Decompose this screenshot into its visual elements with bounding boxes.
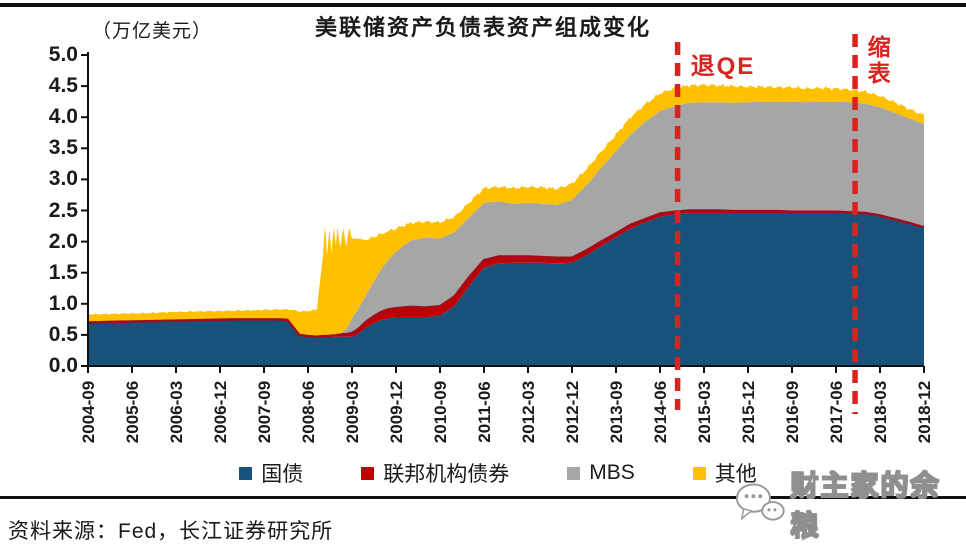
x-axis-label: 2005-06: [123, 380, 142, 444]
legend-item-mbs: MBS: [567, 461, 635, 485]
x-axis-label: 2009-12: [387, 380, 406, 444]
x-axis-label: 2006-12: [211, 380, 230, 444]
y-axis-label: 0.5: [48, 322, 78, 346]
x-axis-label: 2008-06: [299, 380, 318, 444]
chat-bubbles-icon: [735, 483, 785, 521]
legend-swatch-other: [692, 466, 706, 480]
x-axis-label: 2007-09: [255, 380, 274, 444]
y-axis-unit-label: （万亿美元）: [92, 21, 213, 42]
annotation-shrink-balance-sheet: 缩表: [867, 34, 891, 87]
legend-label-other: 其他: [714, 463, 757, 486]
x-axis-label: 2016-09: [783, 380, 802, 444]
y-axis-label: 1.0: [48, 291, 78, 315]
x-axis-label: 2013-09: [607, 380, 626, 444]
series-mbs-area: [88, 101, 924, 337]
y-axis-label: 2.0: [48, 229, 78, 253]
legend-item-agency: 联邦机构债券: [361, 458, 509, 488]
legend-label-agency: 联邦机构债券: [383, 463, 510, 486]
source-note: 资料来源：Fed，长江证券研究所: [8, 520, 334, 543]
legend: 国债 联邦机构债券 MBS 其他: [0, 458, 966, 488]
watermark-text: 财主家的余粮: [790, 469, 941, 541]
stacked-area-chart: [81, 34, 925, 414]
legend-swatch-mbs: [567, 466, 581, 480]
y-axis-label: 4.5: [48, 74, 78, 98]
x-axis-label: 2006-03: [167, 380, 186, 444]
y-axis-label: 5.0: [48, 43, 78, 66]
x-axis-label: 2018-12: [915, 380, 934, 444]
x-axis-label: 2010-09: [431, 380, 450, 444]
y-axis-label: 2.5: [48, 198, 78, 222]
legend-swatch-agency: [361, 466, 375, 480]
annotation-exit-qe: 退QE: [690, 53, 756, 80]
x-axis-label: 2015-12: [739, 380, 758, 444]
y-axis-label: 0.0: [48, 354, 78, 377]
x-axis-label: 2009-03: [343, 380, 362, 444]
y-axis-label: 1.5: [48, 260, 78, 284]
top-divider: [0, 3, 966, 7]
series-agency-edge-line: [87, 209, 925, 339]
x-axis-label: 2018-03: [871, 380, 890, 444]
x-axis-label: 2017-06: [827, 380, 846, 444]
legend-item-other: 其他: [692, 458, 757, 488]
plot-area: 0.0 0.5 1.0 1.5 2.0 2.5 3.0 3.5 4.0 4.5 5.0 2004-0…: [48, 34, 934, 444]
legend-swatch-treasury: [239, 466, 253, 480]
legend-label-mbs: MBS: [589, 461, 635, 484]
y-axis-label: 3.5: [48, 136, 78, 160]
chart-title: 美联储资产负债表资产组成变化: [314, 15, 652, 40]
x-axis-label: 2011-06: [475, 381, 494, 443]
series-treasury-area: [88, 213, 924, 366]
x-axis-label: 2004-09: [79, 380, 98, 444]
x-axis-label: 2012-12: [563, 380, 582, 444]
x-axis-label: 2015-03: [695, 380, 714, 444]
x-axis-label: 2014-06: [651, 380, 670, 444]
watermark: 财主家的余粮: [732, 464, 966, 544]
x-axis-label: 2012-03: [519, 380, 538, 444]
legend-label-treasury: 国债: [261, 463, 304, 486]
legend-item-treasury: 国债: [239, 458, 303, 488]
y-axis-label: 3.0: [48, 167, 78, 191]
bottom-divider: [0, 496, 966, 499]
y-axis-label: 4.0: [48, 105, 78, 129]
